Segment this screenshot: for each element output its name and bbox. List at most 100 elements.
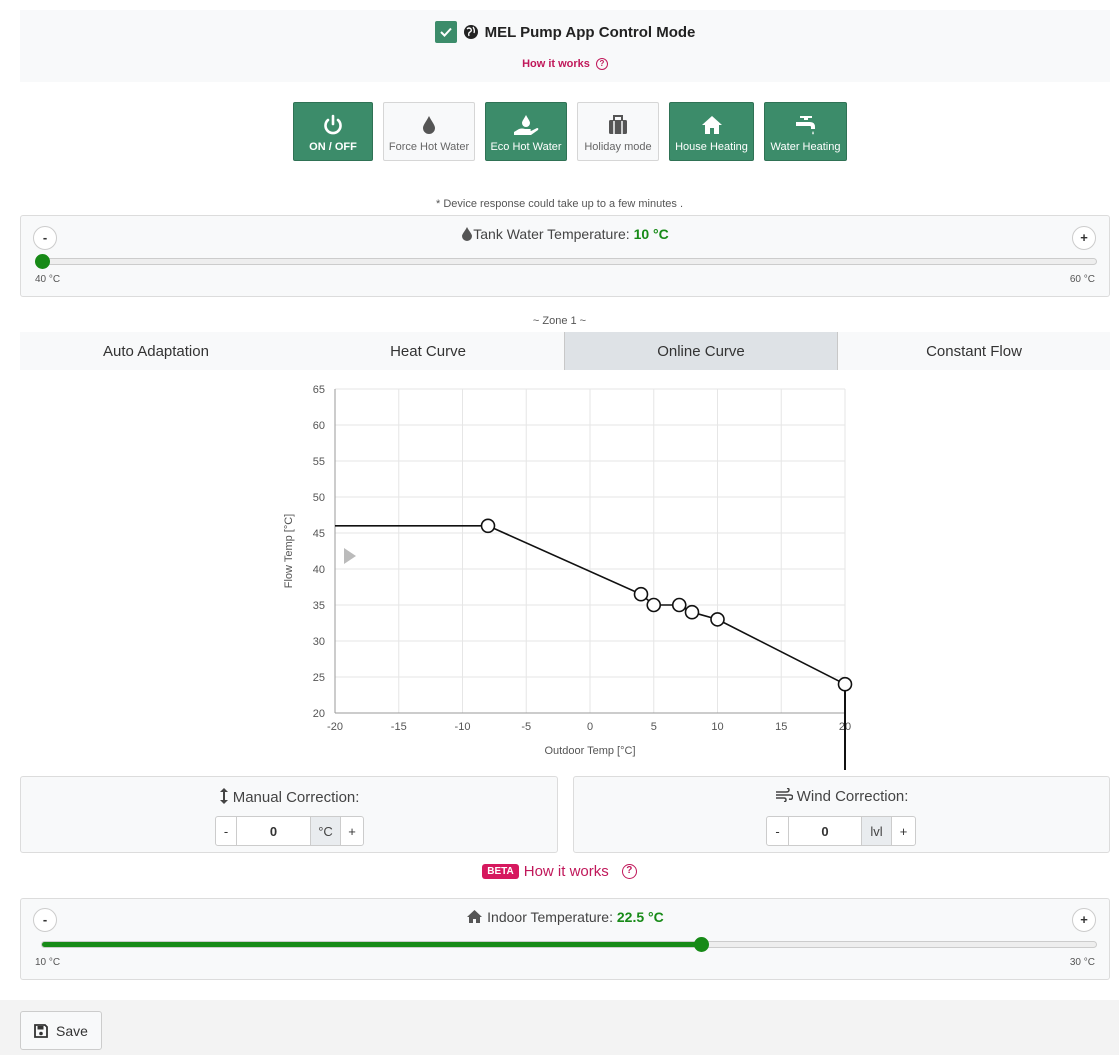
indoor-temperature-label: Indoor Temperature: 22.5 °C [21, 909, 1109, 925]
beta-how-it-works[interactable]: BETA How it works ? [0, 863, 1119, 880]
tab-auto-adaptation[interactable]: Auto Adaptation [103, 342, 209, 360]
mode-label: Water Heating [770, 141, 841, 153]
curve-point [480, 518, 496, 534]
x-tick-label: -15 [391, 721, 407, 733]
tank-max-label: 60 °C [1069, 274, 1095, 285]
mode-label: House Heating [675, 141, 748, 153]
house-heating-button[interactable]: House Heating [669, 102, 754, 161]
droplet-icon [462, 227, 473, 241]
curve-point [671, 597, 687, 613]
house-icon [701, 116, 722, 134]
manual-correction-stepper: - 0 °C + [215, 816, 364, 846]
arrows-vertical-icon [219, 788, 228, 804]
x-tick-label: -10 [455, 721, 471, 733]
faucet-icon [795, 116, 815, 135]
manual-increase-button[interactable]: + [348, 823, 356, 839]
y-tick-label: 20 [313, 708, 325, 720]
indoor-increase-button[interactable]: + [1072, 908, 1096, 932]
check-icon [439, 27, 452, 37]
save-button[interactable]: Save [20, 1011, 102, 1050]
tank-temperature-label: Tank Water Temperature: 10 °C [21, 226, 1109, 242]
control-mode-header: MEL Pump App Control Mode How it works? [20, 10, 1110, 82]
tab-heat-curve[interactable]: Heat Curve [390, 342, 466, 360]
wind-decrease-button[interactable]: - [767, 817, 789, 845]
wind-unit-label: lvl [862, 817, 892, 845]
indoor-slider-track[interactable] [41, 937, 1097, 952]
y-tick-label: 55 [313, 456, 325, 468]
wind-icon [775, 787, 793, 803]
manual-correction-title: Manual Correction: [21, 788, 557, 806]
tab-constant-flow[interactable]: Constant Flow [926, 342, 1022, 360]
how-it-works-label: How it works [522, 58, 590, 70]
wind-correction-title: Wind Correction: [574, 787, 1109, 805]
wind-increase-button[interactable]: + [899, 823, 908, 839]
eco-hot-water-button[interactable]: Eco Hot Water [485, 102, 567, 161]
question-icon: ? [621, 864, 637, 879]
curve-tabs: Auto Adaptation Heat Curve Online Curve … [20, 332, 1110, 370]
curve-point [633, 586, 649, 602]
indoor-temperature-panel: - Indoor Temperature: 22.5 °C + 10 °C 30… [20, 898, 1110, 980]
holiday-mode-button[interactable]: Holiday mode [577, 102, 659, 161]
y-tick-label: 30 [313, 636, 325, 648]
water-heating-button[interactable]: Water Heating [764, 102, 847, 161]
force-hot-water-button[interactable]: Force Hot Water [383, 102, 475, 161]
x-tick-label: 10 [711, 721, 723, 733]
y-tick-label: 50 [313, 492, 325, 504]
manual-correction-label: Manual Correction: [232, 789, 360, 806]
x-axis-label: Outdoor Temp [°C] [544, 745, 635, 757]
tank-temperature-panel: - Tank Water Temperature: 10 °C + 40 °C … [20, 215, 1110, 297]
tank-increase-button[interactable]: + [1072, 226, 1096, 250]
wind-correction-stepper: - 0 lvl + [766, 816, 916, 846]
y-tick-label: 25 [313, 672, 325, 684]
suitcase-icon [609, 115, 627, 134]
mode-label: Holiday mode [584, 141, 652, 153]
indoor-min-label: 10 °C [35, 957, 61, 968]
tank-decrease-button[interactable]: - [33, 226, 57, 250]
y-tick-label: 65 [313, 384, 325, 396]
indoor-slider-thumb[interactable] [693, 937, 709, 952]
save-label: Save [56, 1022, 88, 1039]
tank-slider-track[interactable] [35, 254, 1097, 269]
heating-curve-chart: -20-15-10-50510152020253035404550556065O… [283, 384, 853, 770]
y-tick-label: 45 [313, 528, 325, 540]
beta-link[interactable]: How it works [523, 863, 609, 880]
tank-slider-thumb[interactable] [35, 254, 50, 269]
indoor-slider-fill [42, 942, 701, 947]
how-it-works-link[interactable]: How it works? [20, 58, 1110, 71]
tank-label-text: Tank Water Temperature: [473, 226, 630, 242]
manual-correction-panel: Manual Correction: - 0 °C + [20, 776, 558, 853]
floppy-disk-icon [34, 1023, 48, 1038]
hand-droplet-icon [514, 115, 539, 135]
device-response-note: * Device response could take up to a few… [435, 198, 684, 210]
y-axis-label: Flow Temp [°C] [283, 514, 295, 589]
tank-temperature-value: 10 °C [633, 226, 669, 242]
x-tick-label: -5 [521, 721, 531, 733]
mode-label: ON / OFF [309, 141, 357, 153]
on-off-button[interactable]: ON / OFF [293, 102, 373, 161]
mode-label: Eco Hot Water [490, 141, 562, 153]
curve-point [710, 612, 725, 627]
wind-correction-label: Wind Correction: [796, 788, 909, 805]
zone-title: ~ Zone 1 ~ [532, 315, 587, 327]
indoor-label-text: Indoor Temperature: [487, 909, 613, 925]
curve-point [837, 676, 853, 692]
indoor-decrease-button[interactable]: - [33, 908, 57, 932]
x-tick-label: 15 [775, 721, 787, 733]
wind-correction-input[interactable]: 0 [789, 817, 862, 845]
indoor-temperature-value: 22.5 °C [616, 909, 664, 925]
beta-badge: BETA [482, 864, 519, 879]
y-tick-label: 60 [313, 420, 325, 432]
control-mode-checkbox[interactable] [434, 21, 457, 43]
curve-point [684, 604, 700, 620]
x-tick-label: 5 [651, 721, 657, 733]
page-title: MEL Pump App Control Mode [484, 23, 696, 41]
manual-unit-label: °C [311, 817, 341, 845]
y-tick-label: 35 [313, 600, 325, 612]
manual-correction-input[interactable]: 0 [237, 817, 311, 845]
house-icon [467, 910, 483, 923]
manual-decrease-button[interactable]: - [216, 817, 237, 845]
x-tick-label: 0 [587, 721, 593, 733]
question-icon: ? [595, 58, 608, 71]
tab-online-curve[interactable]: Online Curve [564, 332, 838, 370]
curve-point [646, 597, 662, 613]
